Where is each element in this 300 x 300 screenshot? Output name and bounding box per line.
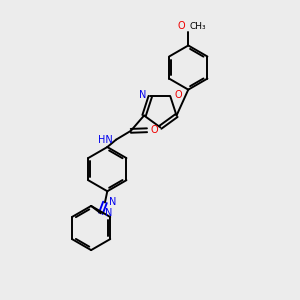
- Text: N: N: [109, 197, 116, 207]
- Text: N: N: [105, 208, 112, 218]
- Text: O: O: [178, 21, 185, 31]
- Text: N: N: [139, 90, 146, 100]
- Text: CH₃: CH₃: [190, 22, 206, 31]
- Text: O: O: [151, 125, 158, 135]
- Text: HN: HN: [98, 135, 113, 145]
- Text: O: O: [175, 90, 182, 100]
